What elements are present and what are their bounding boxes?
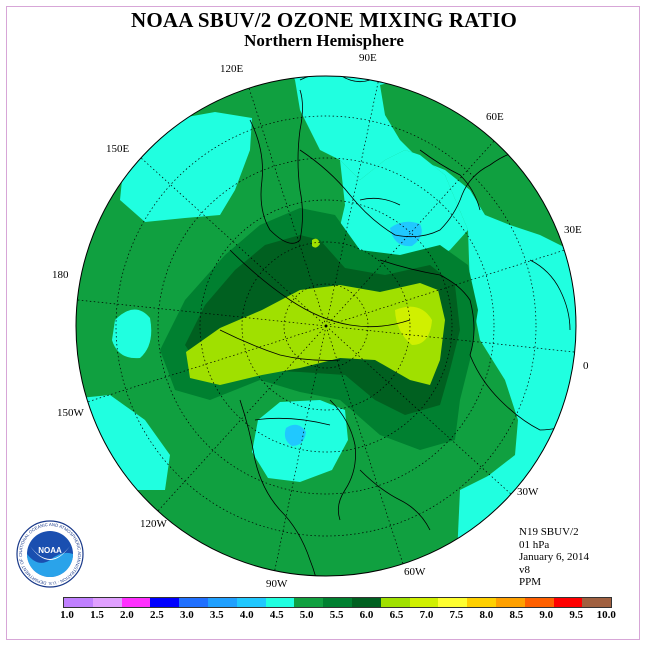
legend-swatch (121, 598, 151, 607)
legend-swatch (236, 598, 266, 607)
contour-level-4-5-small (112, 309, 152, 359)
page-subtitle: Northern Hemisphere (244, 31, 404, 50)
info-level: 01 hPa (519, 538, 550, 551)
color-legend (63, 597, 613, 608)
legend-tick-label: 1.0 (60, 609, 74, 621)
legend-swatch (179, 598, 208, 607)
legend-tick-label: 5.0 (299, 609, 314, 621)
map-frame (6, 6, 640, 640)
page-title: NOAA SBUV/2 OZONE MIXING RATIO (131, 8, 517, 32)
hemisphere-outline (75, 75, 577, 577)
legend-tick-label: 7.5 (449, 609, 464, 621)
info-version: v8 (519, 563, 530, 576)
noaa-logo: NATIONAL OCEANIC AND ATMOSPHERIC ADMINIS… (16, 520, 84, 588)
product-info: N19 SBUV/2 01 hPa January 6, 2014 v8 PPM (519, 526, 589, 589)
graticule (77, 77, 575, 575)
legend-swatch (467, 598, 496, 607)
legend-ticks: 1.0 1.5 2.0 2.5 3.0 3.5 4.0 4.5 5.0 5.5 6.0 6.5 7.0 7… (0, 609, 648, 623)
legend-swatch (207, 598, 237, 607)
legend-swatch (351, 598, 381, 607)
legend-tick-label: 2.5 (149, 609, 164, 621)
legend-tick-label: 4.0 (239, 609, 254, 621)
legend-tick-label: 7.0 (419, 609, 434, 621)
meridian-label-90e: 90E (359, 52, 377, 64)
legend-tick-label: 2.0 (120, 609, 134, 621)
meridian-label-150e: 150E (106, 143, 130, 155)
legend-tick-label: 6.5 (389, 609, 404, 621)
meridian-label-30e: 30E (564, 224, 582, 236)
legend-swatch (495, 598, 525, 607)
legend-tick-label: 8.5 (509, 609, 524, 621)
contour-level-5-0-europe (380, 76, 576, 270)
contour-level-6-5-small (312, 238, 320, 248)
legend-tick-label: 6.0 (359, 609, 374, 621)
legend-swatch (380, 598, 410, 607)
info-date: January 6, 2014 (519, 551, 589, 564)
legend-tick-label: 8.0 (479, 609, 494, 621)
legend-swatch (64, 598, 93, 607)
contour-level-4-0-namerica (284, 424, 306, 446)
legend-tick-label: 3.0 (179, 609, 194, 621)
legend-tick-label: 4.5 (269, 609, 284, 621)
legend-tick-label: 1.5 (90, 609, 104, 621)
legend-swatch (553, 598, 583, 607)
legend-tick-label: 9.0 (539, 609, 554, 621)
legend-swatch (265, 598, 295, 607)
meridian-label-150w: 150W (57, 407, 85, 419)
meridian-label-30w: 30W (517, 486, 539, 498)
meridian-label-60e: 60E (486, 111, 504, 123)
legend-swatch (323, 598, 352, 607)
info-satellite: N19 SBUV/2 (519, 526, 579, 538)
contour-level-4-0-asia (390, 221, 422, 247)
contour-field (76, 76, 576, 576)
legend-swatch (92, 598, 122, 607)
contour-level-7-0 (395, 306, 432, 345)
legend-swatch (582, 598, 612, 607)
meridian-label-120w: 120W (140, 518, 168, 530)
legend-tick-label: 10.0 (596, 609, 616, 621)
meridian-label-120e: 120E (220, 63, 244, 75)
legend-swatch (294, 598, 324, 607)
contour-level-4-5-asia (338, 150, 468, 270)
meridian-label-0: 0 (583, 360, 589, 372)
legend-swatch (524, 598, 554, 607)
legend-tick-label: 5.5 (329, 609, 344, 621)
legend-tick-label: 9.5 (569, 609, 584, 621)
meridian-label-60w: 60W (404, 566, 426, 578)
meridian-label-90w: 90W (266, 578, 288, 590)
noaa-logo-text: NOAA (38, 546, 62, 555)
legend-swatch (409, 598, 439, 607)
coastlines (219, 76, 576, 576)
legend-swatch (438, 598, 468, 607)
legend-tick-label: 3.5 (209, 609, 224, 621)
legend-swatch (150, 598, 180, 607)
info-units: PPM (519, 576, 542, 589)
meridian-label-180: 180 (52, 269, 69, 281)
